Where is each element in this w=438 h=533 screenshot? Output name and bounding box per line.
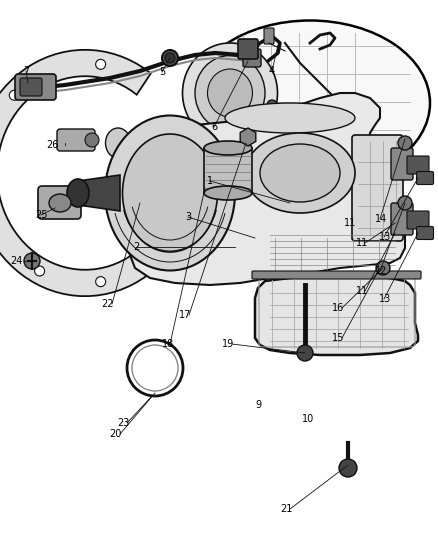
Text: 17: 17 [179,310,191,320]
Polygon shape [0,50,151,296]
Ellipse shape [183,43,278,143]
FancyBboxPatch shape [417,227,434,239]
Circle shape [162,50,178,66]
Circle shape [24,253,40,269]
Circle shape [297,345,313,361]
Ellipse shape [260,144,340,202]
Circle shape [35,266,45,276]
FancyBboxPatch shape [38,186,81,219]
Text: 6: 6 [211,122,217,132]
Circle shape [85,133,99,147]
Text: 13: 13 [379,294,391,304]
Text: 20: 20 [109,429,121,439]
Text: 12: 12 [375,266,387,276]
Ellipse shape [67,179,89,207]
Ellipse shape [106,128,131,158]
FancyBboxPatch shape [352,135,403,241]
Ellipse shape [225,103,355,133]
FancyBboxPatch shape [204,148,252,193]
Ellipse shape [245,133,355,213]
Text: 2: 2 [133,242,139,252]
FancyBboxPatch shape [252,271,421,279]
Text: 21: 21 [280,504,292,514]
Text: 23: 23 [117,418,129,428]
Text: 7: 7 [23,66,29,76]
FancyBboxPatch shape [407,211,429,229]
Ellipse shape [195,55,265,131]
Circle shape [398,136,412,150]
Text: 9: 9 [255,400,261,410]
Ellipse shape [208,69,252,117]
FancyBboxPatch shape [57,129,95,151]
Text: 11: 11 [344,218,356,228]
Circle shape [398,196,412,210]
Text: 10: 10 [302,414,314,424]
Ellipse shape [123,134,218,252]
Text: 26: 26 [46,140,58,150]
Text: 19: 19 [222,339,234,349]
Text: 4: 4 [269,66,275,76]
Ellipse shape [204,186,252,200]
Ellipse shape [49,194,71,212]
Text: 11: 11 [356,238,368,248]
Circle shape [267,100,277,110]
Ellipse shape [204,141,252,155]
Polygon shape [78,175,120,211]
FancyBboxPatch shape [20,78,42,96]
FancyBboxPatch shape [391,148,413,180]
Ellipse shape [105,116,235,271]
Ellipse shape [190,20,430,185]
Text: 3: 3 [185,212,191,222]
Circle shape [95,277,106,287]
Text: 13: 13 [379,232,391,242]
Text: 16: 16 [332,303,344,313]
Text: 5: 5 [159,67,165,77]
Text: 1: 1 [207,176,213,186]
Text: 11: 11 [356,286,368,296]
Text: 15: 15 [332,333,344,343]
FancyBboxPatch shape [391,203,413,235]
FancyBboxPatch shape [243,49,261,67]
Text: 14: 14 [375,214,387,224]
Polygon shape [122,93,405,285]
Circle shape [165,53,175,63]
Circle shape [95,59,106,69]
Text: 25: 25 [35,210,47,220]
FancyBboxPatch shape [15,74,56,100]
FancyBboxPatch shape [333,125,365,143]
Text: 24: 24 [10,256,22,266]
FancyBboxPatch shape [407,156,429,174]
Text: 18: 18 [162,339,174,349]
FancyBboxPatch shape [417,172,434,184]
Text: 22: 22 [102,299,114,309]
FancyBboxPatch shape [264,28,274,44]
Circle shape [339,459,357,477]
FancyBboxPatch shape [238,39,258,59]
Circle shape [9,90,19,100]
Circle shape [376,261,390,275]
Polygon shape [255,276,418,355]
